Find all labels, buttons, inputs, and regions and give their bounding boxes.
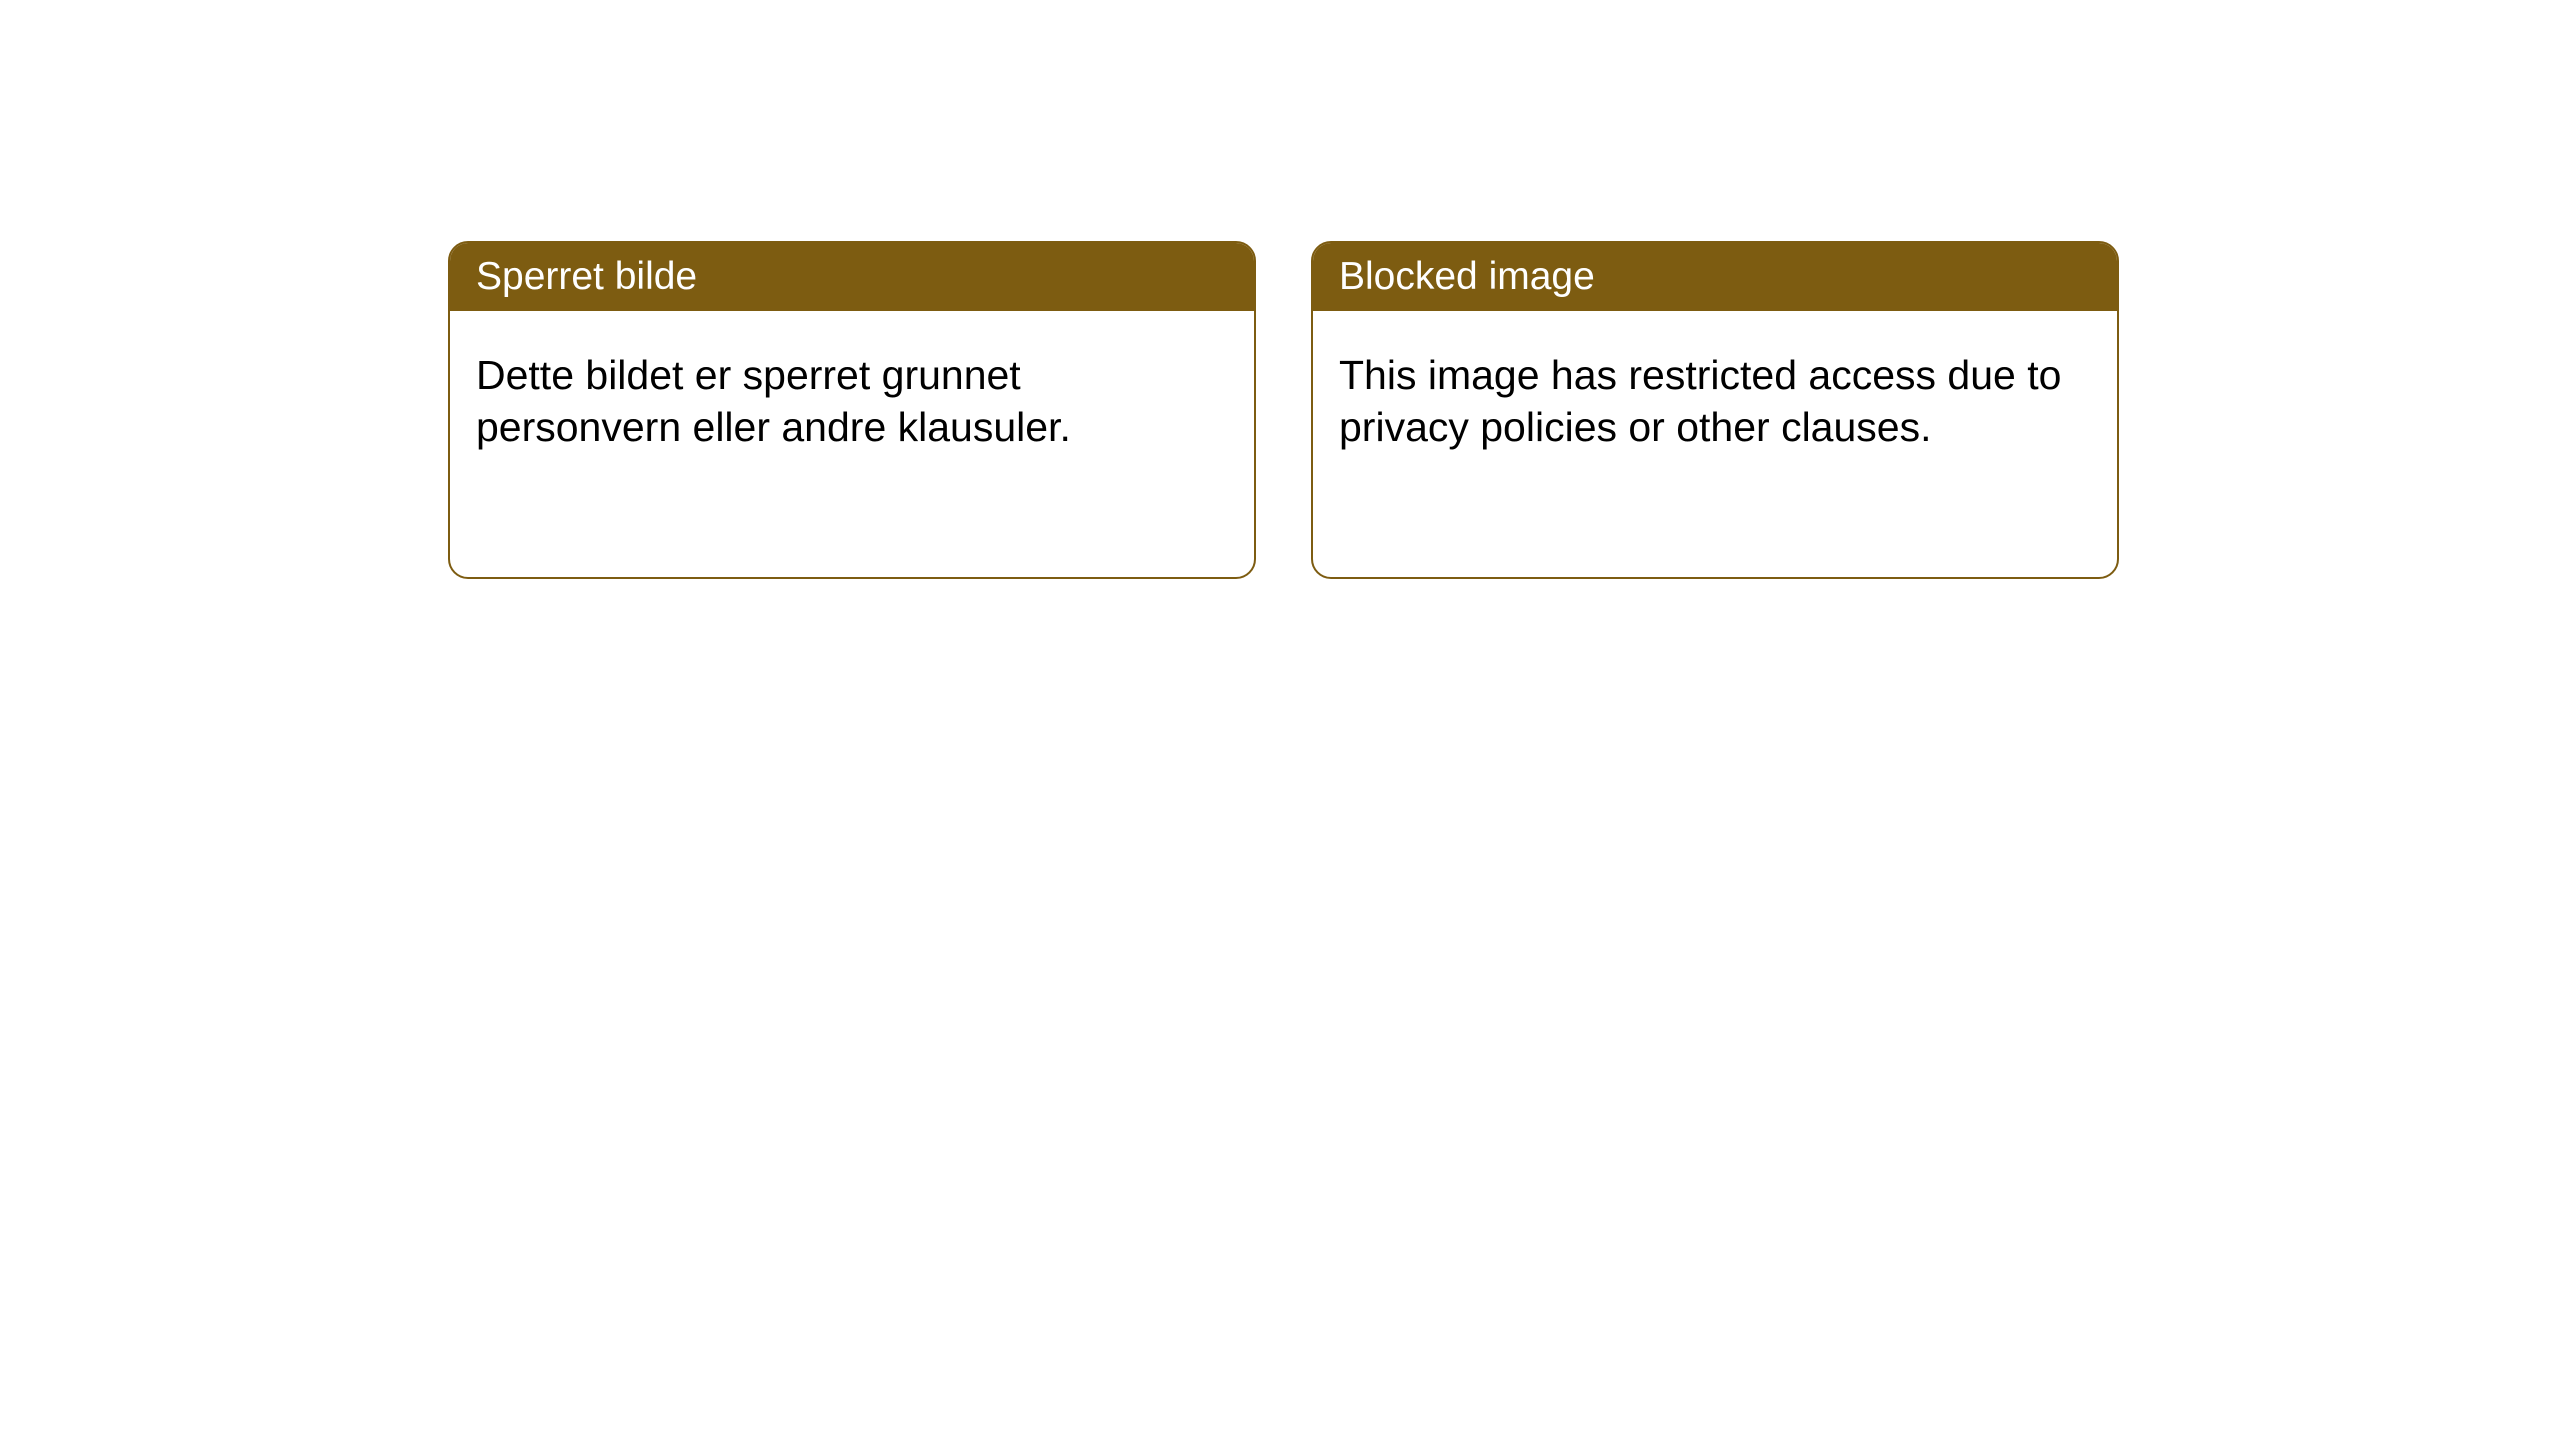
notice-title-norwegian: Sperret bilde [450,243,1254,311]
notice-card-english: Blocked image This image has restricted … [1311,241,2119,579]
notice-container: Sperret bilde Dette bildet er sperret gr… [448,241,2119,579]
notice-title-english: Blocked image [1313,243,2117,311]
notice-body-english: This image has restricted access due to … [1313,311,2117,492]
notice-body-norwegian: Dette bildet er sperret grunnet personve… [450,311,1254,492]
notice-card-norwegian: Sperret bilde Dette bildet er sperret gr… [448,241,1256,579]
